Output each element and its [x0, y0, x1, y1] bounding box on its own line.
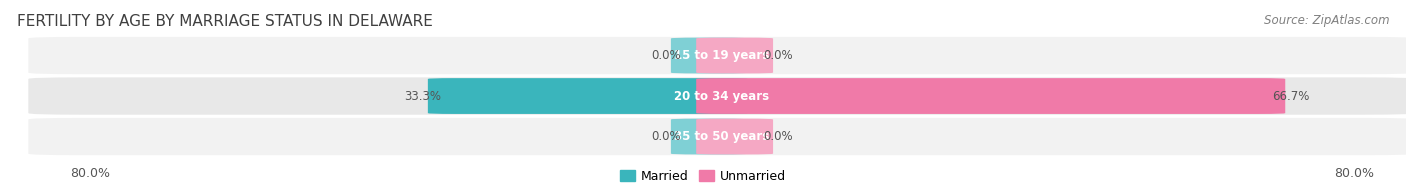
- Text: 20 to 34 years: 20 to 34 years: [675, 90, 769, 103]
- Text: 66.7%: 66.7%: [1272, 90, 1310, 103]
- FancyBboxPatch shape: [696, 78, 1285, 114]
- Text: 80.0%: 80.0%: [1334, 167, 1374, 180]
- FancyBboxPatch shape: [696, 38, 773, 74]
- Text: 35 to 50 years: 35 to 50 years: [675, 130, 769, 143]
- Text: 0.0%: 0.0%: [651, 130, 681, 143]
- FancyBboxPatch shape: [28, 118, 1406, 155]
- Text: 15 to 19 years: 15 to 19 years: [675, 49, 769, 62]
- Text: 0.0%: 0.0%: [763, 130, 793, 143]
- Text: FERTILITY BY AGE BY MARRIAGE STATUS IN DELAWARE: FERTILITY BY AGE BY MARRIAGE STATUS IN D…: [17, 14, 433, 29]
- Text: 80.0%: 80.0%: [70, 167, 110, 180]
- FancyBboxPatch shape: [671, 38, 748, 74]
- FancyBboxPatch shape: [427, 78, 748, 114]
- Legend: Married, Unmarried: Married, Unmarried: [614, 165, 792, 188]
- FancyBboxPatch shape: [696, 119, 773, 154]
- FancyBboxPatch shape: [28, 37, 1406, 74]
- FancyBboxPatch shape: [28, 77, 1406, 115]
- Text: Source: ZipAtlas.com: Source: ZipAtlas.com: [1264, 14, 1389, 27]
- Text: 33.3%: 33.3%: [404, 90, 440, 103]
- Text: 0.0%: 0.0%: [651, 49, 681, 62]
- FancyBboxPatch shape: [671, 119, 748, 154]
- Text: 0.0%: 0.0%: [763, 49, 793, 62]
